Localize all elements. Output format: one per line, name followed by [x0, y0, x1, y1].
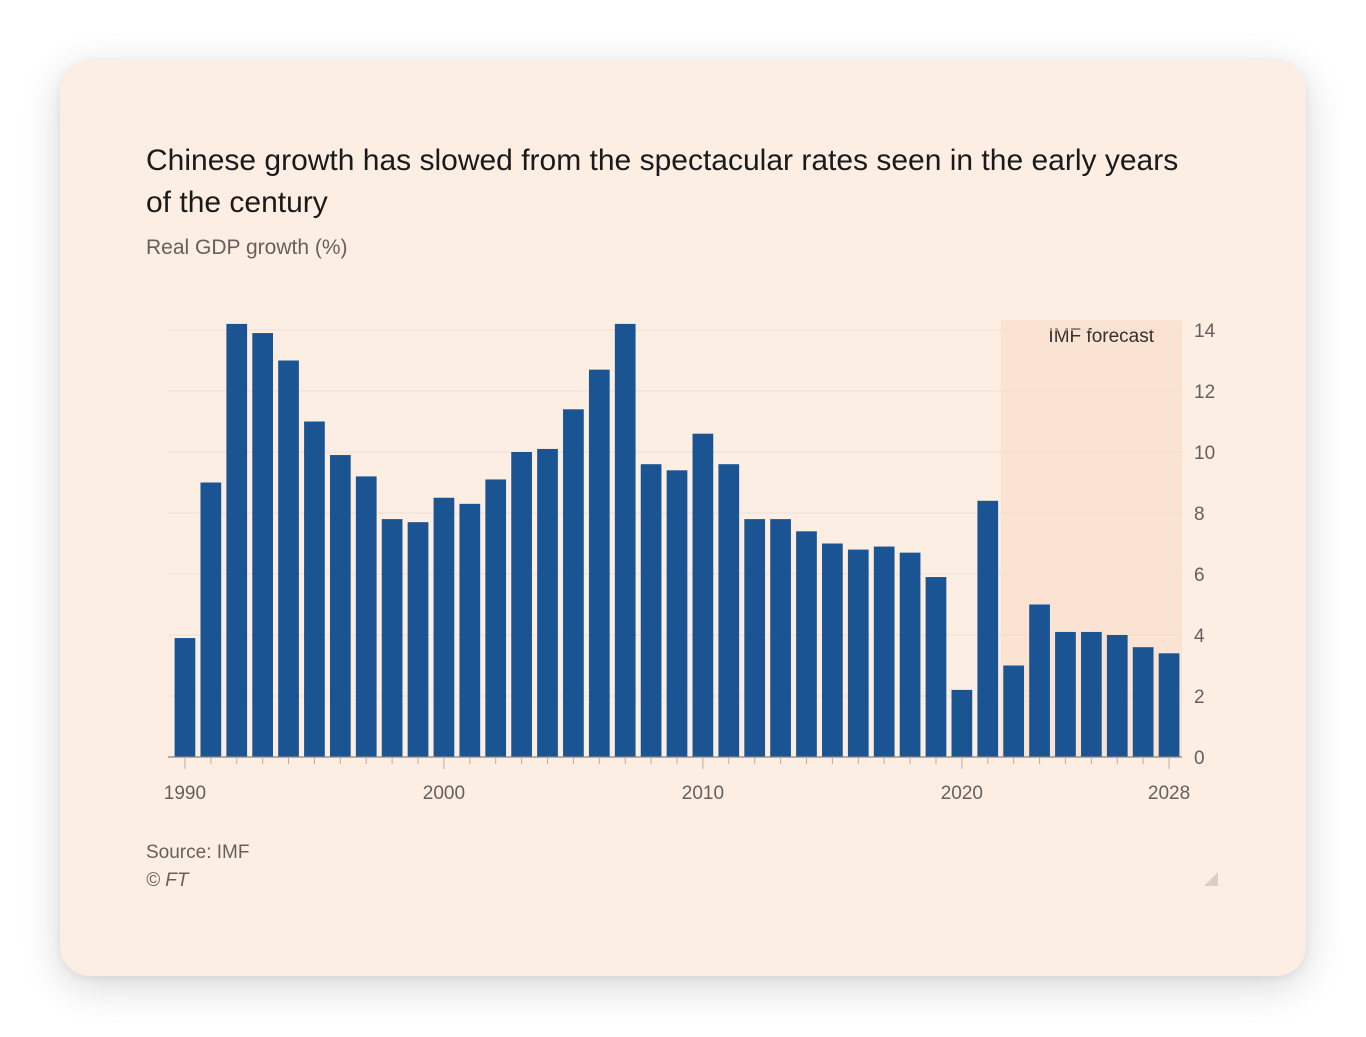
bar-2022 [1003, 665, 1025, 757]
chart-subtitle: Real GDP growth (%) [146, 236, 348, 259]
bar-2007 [614, 323, 636, 757]
bar-2012 [744, 519, 766, 757]
bar-2017 [873, 546, 895, 757]
x-tick-label: 2010 [682, 783, 724, 804]
bar-2023 [1029, 604, 1050, 757]
y-tick-label: 14 [1194, 321, 1216, 342]
bar-1990 [174, 638, 196, 757]
resize-handle-icon[interactable] [1204, 872, 1218, 886]
bar-2020 [951, 689, 973, 757]
bar-1997 [355, 476, 377, 757]
bar-2016 [847, 549, 869, 757]
bar-2003 [511, 452, 532, 757]
y-tick-label: 6 [1194, 565, 1205, 586]
y-tick-label: 2 [1194, 687, 1205, 708]
y-tick-label: 10 [1194, 443, 1215, 464]
bar-2009 [666, 470, 688, 757]
bar-1994 [278, 360, 299, 757]
bar-1999 [407, 522, 429, 757]
x-tick-label: 1990 [164, 783, 206, 804]
y-tick-label: 12 [1194, 382, 1215, 403]
bar-2014 [796, 531, 817, 757]
bar-2026 [1106, 635, 1128, 757]
bar-1991 [200, 482, 222, 757]
bar-2000 [433, 497, 455, 757]
bar-2011 [718, 464, 740, 757]
bar-2006 [588, 369, 610, 757]
bar-2001 [459, 503, 481, 757]
bar-1996 [329, 455, 351, 757]
bar-2019 [925, 577, 947, 757]
bar-2025 [1081, 631, 1102, 757]
x-tick-label: 2000 [423, 783, 465, 804]
bar-1995 [304, 421, 325, 757]
bar-2027 [1132, 647, 1154, 757]
bar-1992 [226, 323, 248, 757]
y-tick-label: 8 [1194, 504, 1205, 525]
y-tick-label: 0 [1194, 748, 1205, 769]
x-tick-label: 2020 [941, 783, 983, 804]
bar-1993 [252, 333, 273, 757]
bar-2004 [537, 448, 558, 757]
bar-2015 [822, 543, 843, 757]
bar-1998 [381, 519, 403, 757]
bar-chart: IMF forecast 0 2 4 6 8 10 12 14 1990 2000 2010 2020 2… [164, 320, 1216, 804]
bar-2008 [640, 464, 662, 757]
bar-2018 [899, 552, 921, 757]
bar-2013 [770, 519, 791, 757]
source-note: Source: IMF [146, 842, 250, 863]
forecast-label: IMF forecast [1048, 326, 1154, 347]
bar-2028 [1158, 653, 1180, 757]
y-tick-label: 4 [1194, 626, 1205, 647]
bar-2005 [563, 409, 584, 757]
bar-2024 [1055, 631, 1076, 757]
x-tick-label: 2028 [1148, 783, 1190, 804]
bar-2010 [692, 433, 714, 757]
chart-card: Chinese growth has slowed from the spect… [60, 60, 1306, 976]
bar-2021 [977, 500, 999, 757]
copyright-note: © FT [146, 870, 189, 891]
chart-title: Chinese growth has slowed from the spect… [146, 144, 1179, 219]
bar-2002 [485, 479, 507, 757]
